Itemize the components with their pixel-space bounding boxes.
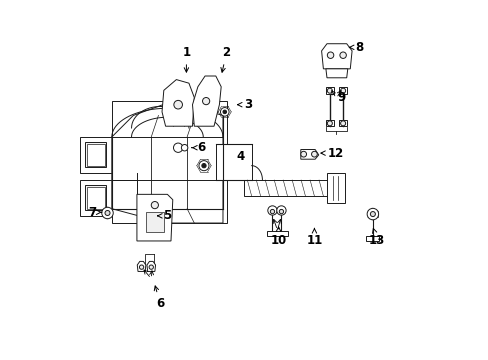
Text: 6: 6 (191, 141, 205, 154)
Circle shape (311, 151, 317, 157)
Polygon shape (147, 261, 155, 271)
Text: 13: 13 (368, 229, 385, 247)
Polygon shape (112, 101, 223, 223)
Circle shape (276, 206, 285, 215)
Polygon shape (325, 87, 333, 94)
Polygon shape (162, 80, 194, 126)
Polygon shape (137, 194, 172, 241)
Polygon shape (137, 261, 145, 271)
Text: 5: 5 (157, 210, 171, 222)
Circle shape (279, 210, 283, 214)
Circle shape (151, 202, 158, 209)
Text: 2: 2 (221, 46, 230, 72)
Circle shape (105, 211, 110, 216)
Text: 11: 11 (305, 229, 322, 247)
Text: 10: 10 (270, 227, 286, 247)
Circle shape (326, 88, 332, 93)
Circle shape (369, 212, 375, 217)
Circle shape (300, 151, 306, 157)
Polygon shape (366, 236, 379, 241)
Circle shape (149, 265, 153, 269)
Polygon shape (192, 76, 221, 126)
Text: 8: 8 (348, 41, 363, 54)
Polygon shape (326, 173, 344, 203)
Circle shape (139, 265, 143, 269)
Circle shape (366, 208, 378, 220)
Polygon shape (325, 120, 333, 126)
Polygon shape (85, 142, 106, 167)
Polygon shape (321, 44, 351, 69)
Circle shape (173, 143, 183, 152)
Polygon shape (80, 137, 140, 173)
Circle shape (340, 121, 345, 126)
Polygon shape (244, 180, 333, 196)
Circle shape (270, 210, 274, 214)
Circle shape (223, 110, 226, 114)
Polygon shape (300, 149, 318, 159)
Polygon shape (215, 144, 251, 180)
Circle shape (181, 144, 187, 151)
Circle shape (326, 52, 333, 58)
Polygon shape (80, 180, 140, 216)
Text: 12: 12 (320, 147, 344, 159)
Polygon shape (145, 212, 163, 232)
Polygon shape (85, 185, 106, 211)
Polygon shape (112, 101, 226, 223)
Text: 6: 6 (154, 286, 164, 310)
Text: 1: 1 (182, 46, 190, 72)
Circle shape (339, 52, 346, 58)
Circle shape (326, 121, 332, 126)
Circle shape (199, 161, 208, 171)
Polygon shape (86, 187, 104, 209)
Circle shape (267, 206, 277, 215)
Polygon shape (338, 120, 346, 126)
Circle shape (202, 163, 206, 168)
Circle shape (202, 98, 209, 105)
Polygon shape (266, 231, 287, 235)
Circle shape (102, 207, 113, 219)
Polygon shape (325, 69, 347, 78)
Polygon shape (86, 144, 104, 166)
Text: 4: 4 (236, 150, 244, 163)
Circle shape (174, 100, 182, 109)
Circle shape (340, 88, 345, 93)
Polygon shape (338, 87, 346, 94)
Text: 7: 7 (88, 206, 102, 219)
Text: 9: 9 (337, 91, 345, 104)
Text: 3: 3 (237, 98, 252, 111)
Circle shape (220, 108, 228, 116)
